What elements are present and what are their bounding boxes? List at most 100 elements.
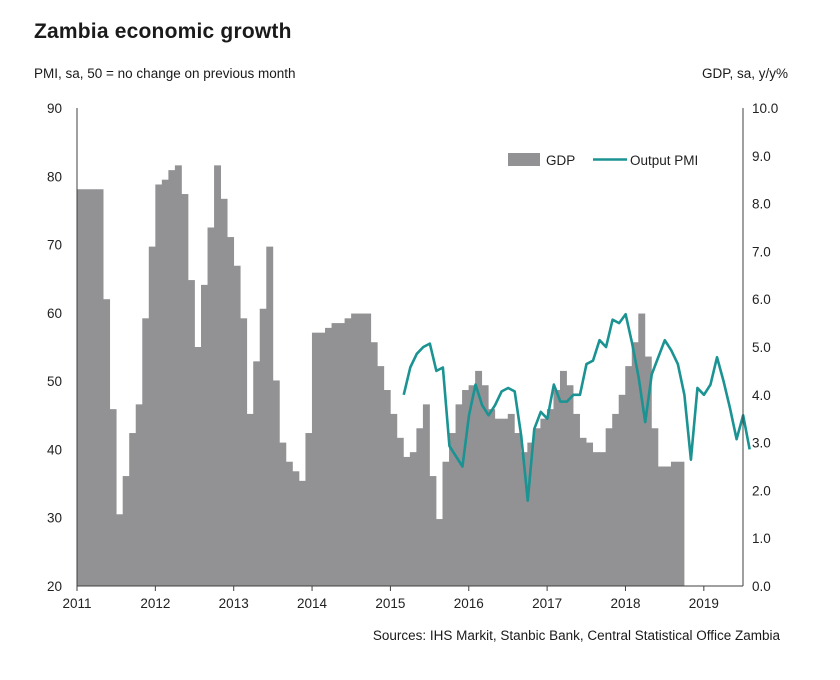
gdp-bar	[129, 433, 137, 586]
left-tick-label: 90	[47, 101, 62, 116]
axes: 20 30 40 50 60 70 80 90 0.0 1.0 2.0 3.0 4.0 5.0 6.0 7.0…	[47, 101, 778, 611]
gdp-bar	[520, 452, 528, 586]
legend-pmi-label: Output PMI	[630, 153, 698, 168]
gdp-bar	[540, 418, 548, 586]
gdp-bar	[396, 437, 404, 586]
gdp-bar	[357, 313, 365, 586]
gdp-bar	[618, 394, 626, 586]
gdp-bar	[657, 466, 665, 586]
gdp-bar	[181, 194, 189, 587]
gdp-bar	[553, 390, 561, 586]
gdp-bar	[631, 342, 639, 586]
gdp-bar	[579, 437, 587, 586]
x-tick-label: 2013	[219, 596, 249, 611]
gdp-bar	[468, 385, 476, 586]
gdp-bar	[109, 409, 117, 586]
left-tick-label: 70	[47, 238, 62, 253]
gdp-bar	[475, 370, 483, 586]
right-tick-label: 5.0	[752, 340, 771, 355]
right-tick-label: 4.0	[752, 388, 771, 403]
gdp-bar	[233, 265, 241, 586]
gdp-bar	[351, 313, 359, 586]
right-tick-label: 1.0	[752, 531, 771, 546]
gdp-bar	[435, 519, 443, 586]
right-tick-label: 2.0	[752, 483, 771, 498]
gdp-bar	[488, 409, 496, 586]
gdp-bar	[586, 442, 594, 586]
left-tick-label: 50	[47, 374, 62, 389]
gdp-bar	[285, 461, 293, 586]
gdp-bar	[96, 189, 104, 586]
gdp-bar	[599, 452, 607, 586]
x-tick-label: 2019	[689, 596, 719, 611]
legend: GDP Output PMI	[508, 153, 698, 168]
left-tick-label: 30	[47, 511, 62, 526]
gdp-bar	[364, 313, 372, 586]
x-tick-label: 2011	[62, 596, 91, 611]
x-tick-label: 2018	[610, 596, 640, 611]
gdp-bar	[416, 428, 424, 586]
gdp-bar	[494, 418, 502, 586]
gdp-bar	[266, 246, 274, 586]
left-axis-title: PMI, sa, 50 = no change on previous mont…	[34, 66, 296, 81]
gdp-bar	[612, 413, 620, 586]
source-note: Sources: IHS Markit, Stanbic Bank, Centr…	[372, 628, 780, 643]
pmi-line	[402, 312, 751, 502]
gdp-bar	[168, 170, 176, 586]
gdp-bar	[338, 323, 345, 586]
gdp-bar	[625, 366, 633, 586]
gdp-bar	[390, 413, 398, 586]
gdp-bar	[246, 413, 254, 586]
gdp-bar	[279, 442, 287, 586]
gdp-bar	[664, 466, 672, 586]
gdp-bar	[253, 361, 261, 586]
gdp-bar	[462, 390, 470, 586]
gdp-bar	[305, 433, 313, 586]
gdp-bar	[103, 299, 111, 586]
gdp-bar	[311, 332, 319, 586]
gdp-bar	[227, 237, 235, 586]
gdp-bar	[403, 456, 411, 586]
pmi-line-group	[402, 312, 751, 502]
gdp-bar	[122, 476, 130, 586]
legend-gdp-label: GDP	[546, 153, 575, 168]
right-tick-label: 3.0	[752, 436, 771, 451]
gdp-bar	[546, 409, 554, 586]
gdp-bar	[422, 404, 430, 586]
gdp-bars	[77, 165, 685, 587]
left-tick-label: 40	[47, 442, 62, 457]
gdp-bar	[116, 514, 124, 586]
gdp-bar	[259, 308, 267, 586]
gdp-bar	[272, 380, 280, 586]
x-tick-label: 2015	[375, 596, 405, 611]
gdp-bar	[142, 318, 150, 586]
gdp-bar	[638, 313, 646, 586]
right-tick-label: 0.0	[752, 579, 771, 594]
gdp-bar	[201, 284, 208, 586]
gdp-bar	[83, 189, 91, 586]
gdp-bar	[155, 184, 163, 587]
gdp-bar	[442, 461, 450, 586]
gdp-bar	[77, 189, 84, 586]
gdp-bar	[194, 347, 202, 586]
gdp-bar	[318, 332, 326, 586]
gdp-bar	[592, 452, 600, 586]
gdp-bar	[573, 413, 580, 586]
gdp-bar	[292, 471, 300, 586]
gdp-bar	[331, 323, 339, 586]
gdp-bar	[527, 442, 535, 586]
gdp-bar	[651, 428, 659, 586]
gdp-bar	[605, 428, 613, 586]
x-tick-label: 2012	[140, 596, 170, 611]
gdp-bar	[449, 433, 456, 586]
x-tick-label: 2014	[297, 596, 328, 611]
gdp-bar	[174, 165, 182, 587]
left-tick-label: 80	[47, 169, 62, 184]
right-tick-label: 8.0	[752, 197, 771, 212]
right-tick-label: 9.0	[752, 149, 771, 164]
gdp-bar	[566, 385, 574, 586]
gdp-bar	[481, 385, 489, 586]
left-tick-label: 20	[47, 579, 62, 594]
gdp-bar	[148, 246, 156, 586]
